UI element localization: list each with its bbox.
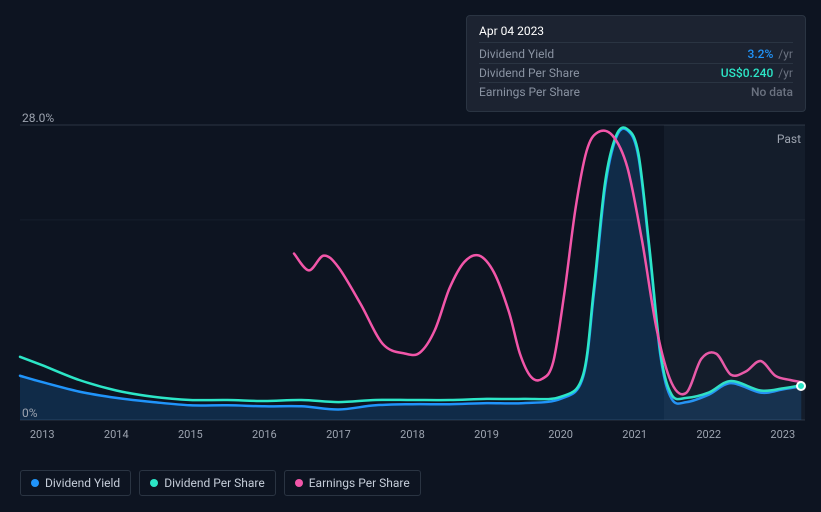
tooltip-label: Earnings Per Share <box>479 85 580 99</box>
tooltip-label: Dividend Yield <box>479 47 554 61</box>
tooltip-label: Dividend Per Share <box>479 66 580 80</box>
tooltip-value: 3.2% /yr <box>748 47 793 61</box>
x-axis-label: 2020 <box>548 428 573 441</box>
tooltip-date: Apr 04 2023 <box>479 24 793 38</box>
chart-tooltip: Apr 04 2023 Dividend Yield3.2% /yrDivide… <box>466 15 806 112</box>
x-axis-label: 2013 <box>30 428 55 441</box>
legend-dot-icon <box>295 479 303 487</box>
tooltip-row: Earnings Per Share No data <box>479 82 793 101</box>
x-axis-label: 2022 <box>696 428 721 441</box>
x-axis-label: 2016 <box>252 428 277 441</box>
chart-legend: Dividend Yield Dividend Per Share Earnings… <box>20 470 421 496</box>
current-point-marker <box>796 381 806 391</box>
legend-label: Dividend Yield <box>45 476 120 490</box>
past-label: Past <box>777 132 801 146</box>
legend-dot-icon <box>31 479 39 487</box>
x-axis-label: 2023 <box>770 428 795 441</box>
tooltip-value: US$0.240 /yr <box>721 66 793 80</box>
x-axis-label: 2018 <box>400 428 425 441</box>
x-axis-label: 2017 <box>326 428 351 441</box>
y-axis-label: 0% <box>22 406 38 420</box>
x-axis-label: 2019 <box>474 428 499 441</box>
tooltip-row: Dividend Yield 3.2% /yr <box>479 42 793 63</box>
legend-label: Earnings Per Share <box>309 476 410 490</box>
tooltip-row: Dividend Per Share US$0.240 /yr <box>479 63 793 82</box>
dividend-chart: Past 28.0% 0% 2013 2014 2015 2016 2017 2018 201… <box>0 0 821 508</box>
tooltip-value: No data <box>751 85 793 99</box>
legend-dot-icon <box>150 479 158 487</box>
x-axis-label: 2021 <box>622 428 647 441</box>
x-axis-label: 2014 <box>104 428 129 441</box>
x-axis-label: 2015 <box>178 428 203 441</box>
legend-item[interactable]: Earnings Per Share <box>284 470 421 496</box>
legend-item[interactable]: Dividend Per Share <box>139 470 276 496</box>
legend-item[interactable]: Dividend Yield <box>20 470 131 496</box>
y-axis-label: 28.0% <box>22 111 54 125</box>
legend-label: Dividend Per Share <box>164 476 265 490</box>
tooltip-rows: Dividend Yield 3.2% /yr Dividend Per Share… <box>479 42 793 101</box>
